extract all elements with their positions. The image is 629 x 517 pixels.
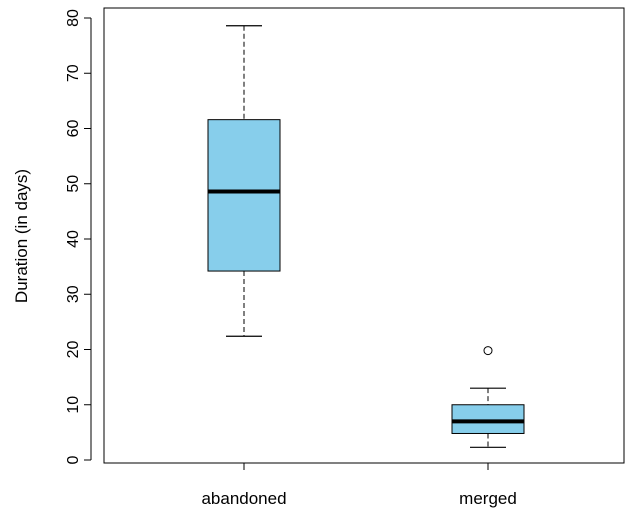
y-tick-label: 50 bbox=[65, 175, 82, 193]
y-axis: 0 10 20 30 40 50 60 70 80 bbox=[65, 9, 92, 464]
y-tick-label: 80 bbox=[65, 9, 82, 27]
y-tick-label: 30 bbox=[65, 285, 82, 303]
y-axis-title: Duration (in days) bbox=[12, 169, 31, 303]
y-tick-label: 10 bbox=[65, 396, 82, 414]
box-abandoned bbox=[207, 25, 281, 337]
y-tick-label: 0 bbox=[65, 455, 82, 464]
box-merged bbox=[451, 346, 525, 448]
x-tick-label: merged bbox=[459, 489, 517, 508]
plot-area-frame bbox=[103, 7, 625, 464]
boxes bbox=[207, 25, 525, 448]
x-tick-label: abandoned bbox=[201, 489, 286, 508]
iqr-box bbox=[451, 404, 525, 434]
x-axis: abandoned merged bbox=[201, 462, 517, 508]
y-tick-label: 70 bbox=[65, 64, 82, 82]
outlier-point bbox=[483, 346, 493, 356]
y-tick-label: 20 bbox=[65, 341, 82, 359]
iqr-box bbox=[207, 119, 281, 272]
y-tick-label: 40 bbox=[65, 230, 82, 248]
y-tick-label: 60 bbox=[65, 120, 82, 138]
